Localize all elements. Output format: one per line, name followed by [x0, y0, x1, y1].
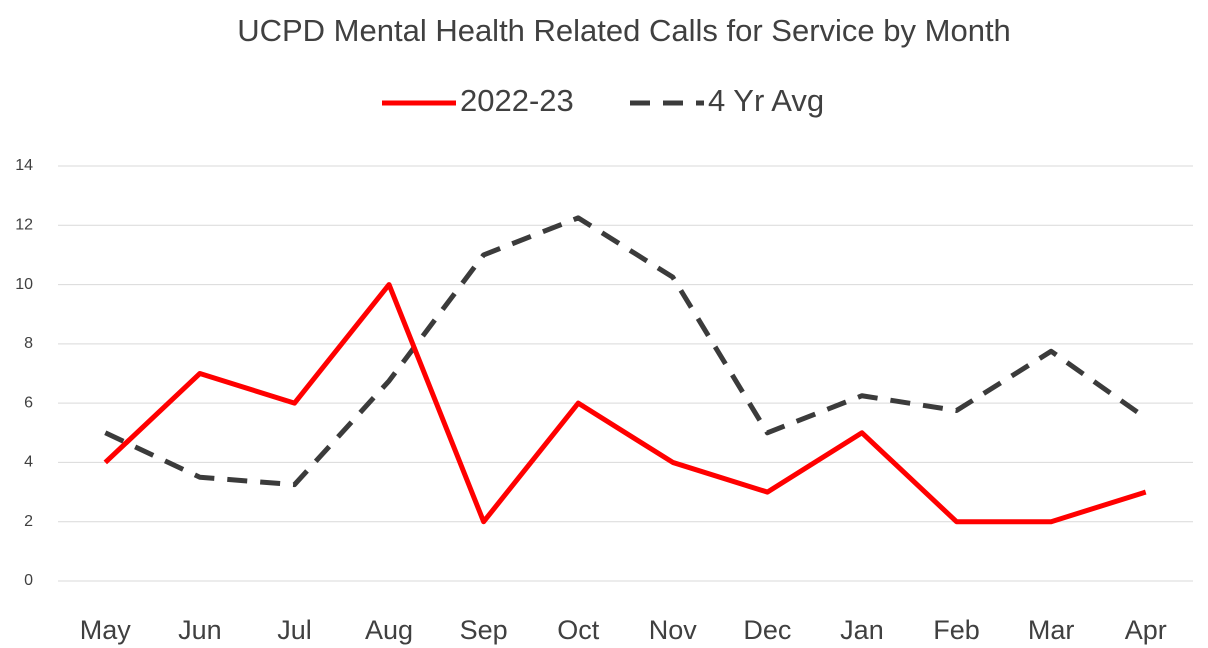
series-line [103, 282, 1147, 525]
x-tick-label: Feb [933, 615, 980, 645]
x-tick-label: Apr [1125, 615, 1167, 645]
x-tick-label: Mar [1028, 615, 1075, 645]
x-tick-label: Jan [840, 615, 884, 645]
y-tick-label: 6 [24, 394, 33, 411]
x-tick-label: Dec [743, 615, 791, 645]
x-tick-label: May [80, 615, 132, 645]
series-line [104, 215, 1148, 488]
x-tick-label: Sep [460, 615, 508, 645]
y-tick-label: 2 [24, 513, 33, 530]
y-tick-label: 0 [24, 572, 33, 589]
x-tick-label: Oct [557, 615, 600, 645]
chart-title: UCPD Mental Health Related Calls for Ser… [237, 13, 1011, 48]
legend-label: 2022-23 [460, 83, 574, 118]
y-tick-label: 4 [24, 454, 33, 471]
legend-label: 4 Yr Avg [708, 83, 824, 118]
y-tick-label: 10 [15, 276, 33, 293]
y-tick-label: 12 [15, 217, 33, 234]
x-tick-label: Aug [365, 615, 413, 645]
y-tick-label: 14 [15, 157, 33, 174]
x-tick-label: Nov [649, 615, 698, 645]
x-tick-label: Jul [277, 615, 312, 645]
y-tick-label: 8 [24, 335, 33, 352]
x-tick-label: Jun [178, 615, 222, 645]
